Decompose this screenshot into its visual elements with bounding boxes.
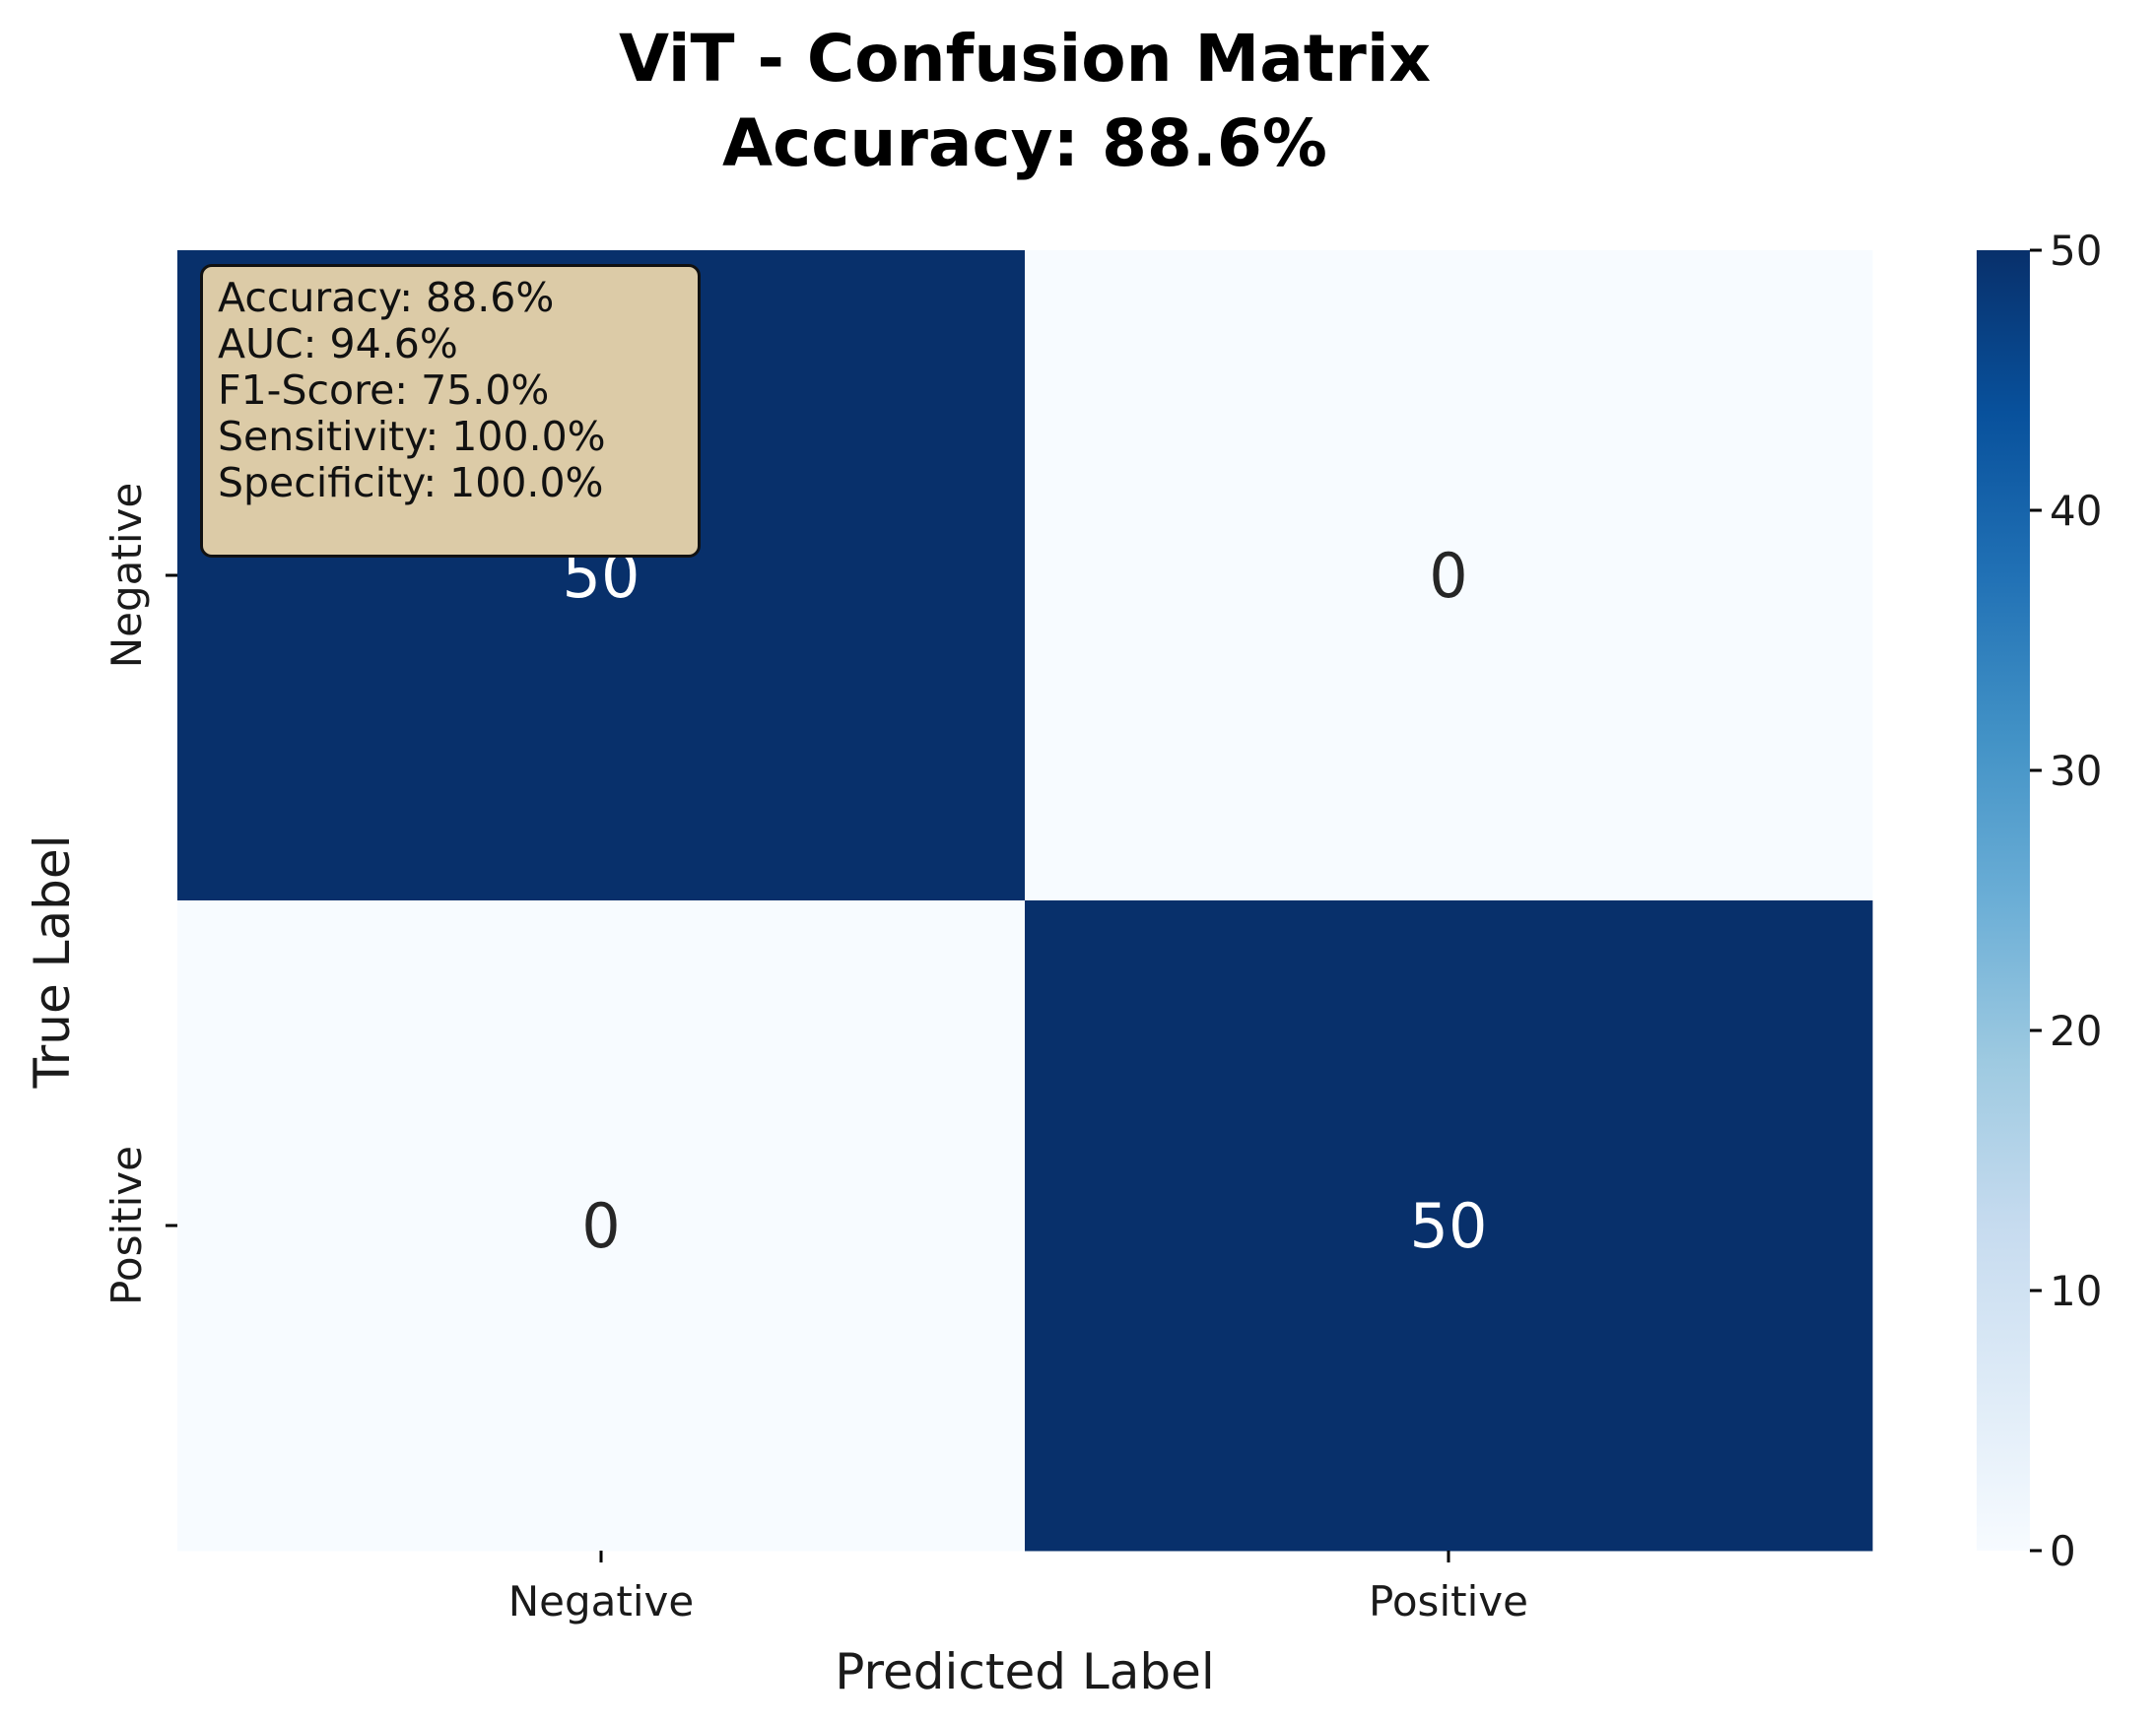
y-axis-label: True Label	[24, 835, 81, 1090]
colorbar-tick-label: 0	[2050, 1527, 2076, 1575]
heatmap-cell	[177, 900, 1026, 1552]
colorbar-ticks: 0 10 20 30 40 50	[2030, 227, 2102, 1575]
cell-value-label: 0	[581, 1190, 620, 1262]
y-tick-label: Negative	[102, 483, 151, 669]
x-tick-label: Negative	[508, 1577, 695, 1625]
colorbar-tick-label: 10	[2050, 1267, 2102, 1315]
colorbar-tick-label: 20	[2050, 1007, 2102, 1055]
metric-f1-score: F1-Score: 75.0%	[218, 366, 550, 414]
heatmap-cell	[1025, 250, 1873, 901]
colorbar-tick-label: 40	[2050, 487, 2102, 535]
axis-ticks: Negative Positive Negative Positive	[102, 483, 1528, 1625]
cell-value-label: 0	[1429, 540, 1467, 612]
cell-value-label: 50	[1410, 1190, 1488, 1262]
y-tick-label: Positive	[102, 1146, 151, 1305]
heatmap-cell	[1025, 900, 1873, 1552]
chart-title: ViT - Confusion Matrix	[619, 21, 1431, 97]
x-axis-label: Predicted Label	[835, 1643, 1215, 1700]
chart-subtitle: Accuracy: 88.6%	[722, 105, 1327, 181]
metric-auc: AUC: 94.6%	[218, 320, 458, 367]
heatmap-cells: 50 00 50	[177, 250, 1873, 1552]
metrics-annotation-box: Accuracy: 88.6% AUC: 94.6% F1-Score: 75.…	[200, 264, 701, 558]
metric-specificity: Specificity: 100.0%	[218, 459, 604, 506]
metric-accuracy: Accuracy: 88.6%	[218, 274, 555, 321]
colorbar	[1977, 250, 2030, 1551]
x-tick-label: Positive	[1369, 1577, 1528, 1625]
colorbar-tick-label: 50	[2050, 227, 2102, 275]
colorbar-tick-label: 30	[2050, 747, 2102, 795]
metric-sensitivity: Sensitivity: 100.0%	[218, 413, 606, 460]
